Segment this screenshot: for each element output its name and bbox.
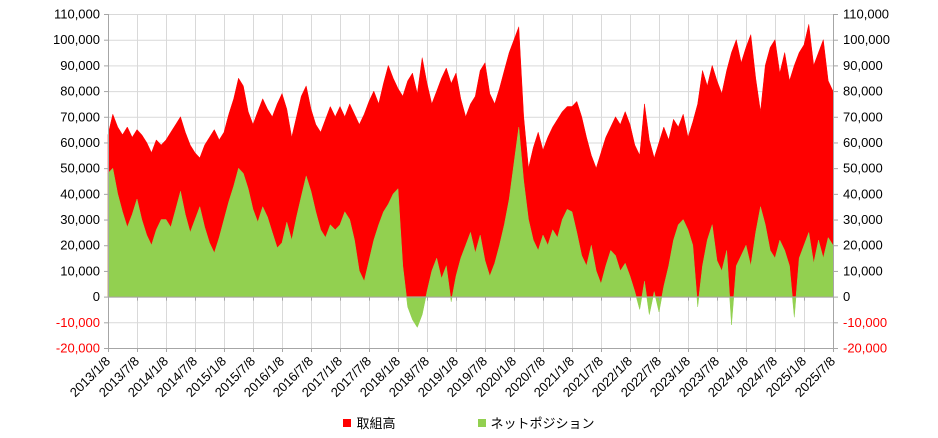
svg-text:20,000: 20,000 — [843, 238, 883, 253]
svg-text:0: 0 — [93, 289, 100, 304]
y-axis-labels-left: -20,000 -10,000 0 10,000 20,000 30,000 40,000 5… — [53, 7, 100, 356]
svg-text:100,000: 100,000 — [53, 32, 100, 47]
svg-text:0: 0 — [843, 289, 850, 304]
svg-text:-20,000: -20,000 — [843, 341, 887, 356]
series-open-interest-area — [107, 24, 834, 297]
svg-text:110,000: 110,000 — [843, 7, 889, 22]
svg-text:-20,000: -20,000 — [56, 341, 100, 356]
svg-text:60,000: 60,000 — [843, 135, 883, 150]
svg-text:30,000: 30,000 — [843, 212, 883, 227]
svg-text:40,000: 40,000 — [60, 186, 100, 201]
svg-text:100,000: 100,000 — [843, 32, 890, 47]
tick-marks — [104, 14, 838, 352]
svg-text:60,000: 60,000 — [60, 135, 100, 150]
legend-item-open-interest: 取組高 — [343, 413, 396, 432]
svg-text:50,000: 50,000 — [843, 161, 883, 176]
svg-text:80,000: 80,000 — [60, 84, 100, 99]
chart-legend: 取組高 ネットポジション — [0, 413, 938, 432]
svg-text:-10,000: -10,000 — [56, 315, 100, 330]
svg-text:80,000: 80,000 — [843, 84, 883, 99]
svg-text:-10,000: -10,000 — [843, 315, 887, 330]
legend-label-open-interest: 取組高 — [356, 416, 396, 431]
axes — [108, 14, 834, 349]
svg-text:70,000: 70,000 — [60, 109, 100, 124]
series-net-position-area — [107, 126, 834, 328]
x-axis-labels: 2013/1/82013/7/82014/1/82014/7/82015/1/8… — [67, 354, 838, 400]
legend-item-net-position: ネットポジション — [477, 413, 595, 432]
y-axis-labels-right: -20,000 -10,000 0 10,000 20,000 30,000 40,000 5… — [843, 7, 890, 356]
svg-text:50,000: 50,000 — [60, 161, 100, 176]
svg-text:90,000: 90,000 — [843, 58, 883, 73]
svg-text:110,000: 110,000 — [54, 7, 100, 22]
svg-text:10,000: 10,000 — [60, 263, 100, 278]
svg-text:30,000: 30,000 — [60, 212, 100, 227]
legend-swatch-net-position — [477, 418, 486, 427]
legend-label-net-position: ネットポジション — [490, 416, 595, 431]
legend-swatch-open-interest — [343, 418, 352, 427]
svg-text:40,000: 40,000 — [843, 186, 883, 201]
svg-text:70,000: 70,000 — [843, 109, 883, 124]
svg-text:10,000: 10,000 — [843, 263, 883, 278]
svg-text:90,000: 90,000 — [60, 58, 100, 73]
svg-text:20,000: 20,000 — [60, 238, 100, 253]
